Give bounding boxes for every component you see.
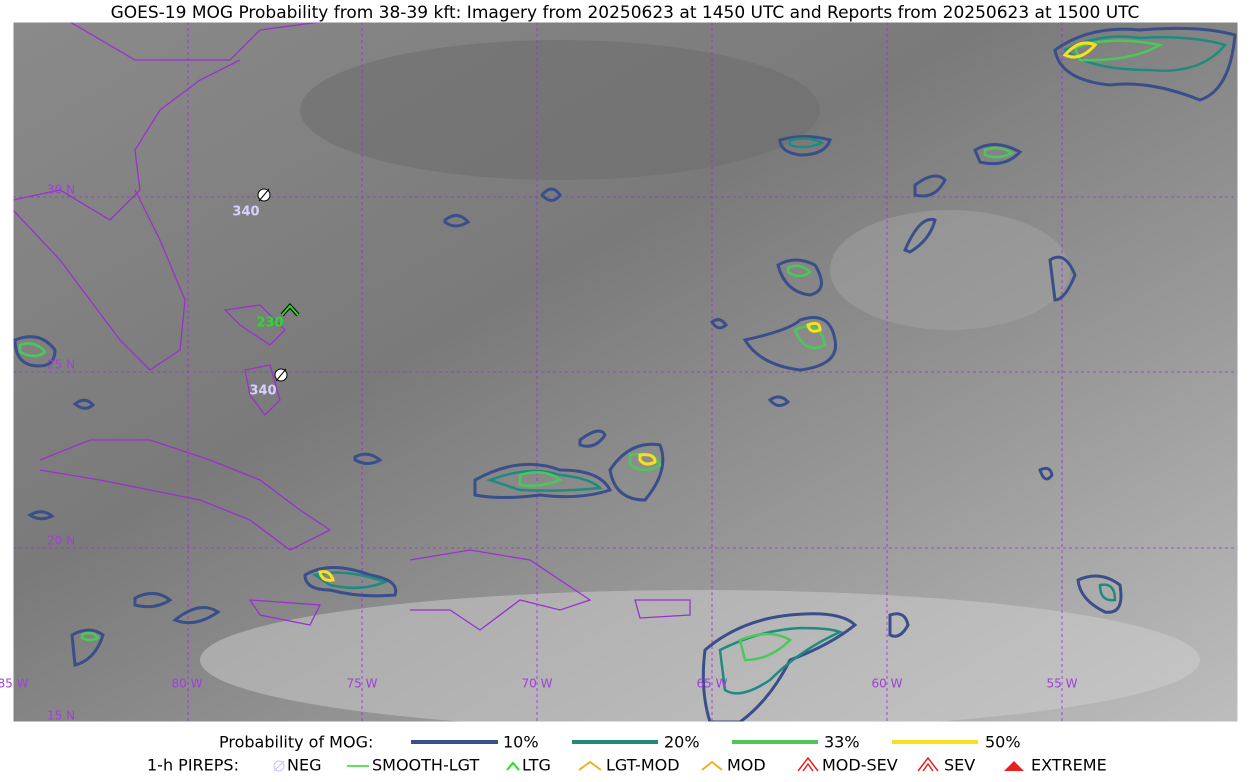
legend-icon [578, 760, 602, 771]
legend-label: MOD-SEV [822, 756, 898, 775]
legend-title: Probability of MOG: [219, 733, 373, 752]
dry-air [300, 40, 820, 180]
title: GOES-19 MOG Probability from 38-39 kft: … [111, 3, 1140, 23]
legend-icon [1004, 761, 1024, 771]
map [13, 22, 1238, 722]
lat-label: 30 N [47, 183, 75, 197]
lon-label: 85 W [0, 677, 29, 691]
legend-label: 33% [824, 733, 860, 752]
lon-label: 80 W [172, 677, 203, 691]
lat-label: 20 N [47, 534, 75, 548]
lon-label: 70 W [522, 677, 553, 691]
lon-label: 65 W [697, 677, 728, 691]
legend-label: 10% [503, 733, 539, 752]
legend-label: NEG [287, 756, 321, 775]
legend-icon [917, 756, 939, 772]
legend-label: MOD [727, 756, 766, 775]
lon-label: 55 W [1047, 677, 1078, 691]
lat-label: 15 N [47, 709, 75, 723]
legend-label: SMOOTH-LGT [372, 756, 479, 775]
mog-contours [13, 26, 1237, 722]
legend-icon [506, 761, 520, 771]
lon-labels: 85 W 80 W 75 W 70 W 65 W 60 W 55 W [0, 677, 1078, 691]
lon-label: 75 W [347, 677, 378, 691]
swirl [830, 210, 1070, 330]
legend-label: LGT-MOD [606, 756, 680, 775]
legend-icon [273, 760, 285, 772]
cloud-band [200, 590, 1200, 722]
legend-icon [701, 760, 723, 771]
grid-lines [13, 22, 1238, 722]
map-frame [12, 21, 1239, 723]
lon-label: 60 W [872, 677, 903, 691]
legend-icon [273, 760, 285, 772]
legend-label: EXTREME [1031, 756, 1107, 775]
lat-labels: 30 N 25 N 20 N 15 N [47, 183, 75, 723]
report-label: 230 [256, 316, 283, 331]
lat-label: 25 N [47, 358, 75, 372]
neg-icon [258, 188, 270, 202]
legend-label: LTG [522, 756, 551, 775]
pirep-reports: 340 230 340 [232, 188, 300, 399]
report-label: 340 [249, 384, 276, 399]
legend-label: 20% [664, 733, 700, 752]
ltg-icon [281, 304, 299, 316]
legend-icon [797, 756, 819, 772]
legend-label: SEV [944, 756, 975, 775]
legend-label: 50% [985, 733, 1021, 752]
legend: Probability of MOG: 10% 20% 33% 50% 1-h … [147, 733, 1107, 775]
legend-title: 1-h PIREPS: [147, 756, 239, 775]
report-label: 340 [232, 205, 259, 220]
neg-icon [275, 368, 287, 382]
coastlines [13, 22, 691, 631]
